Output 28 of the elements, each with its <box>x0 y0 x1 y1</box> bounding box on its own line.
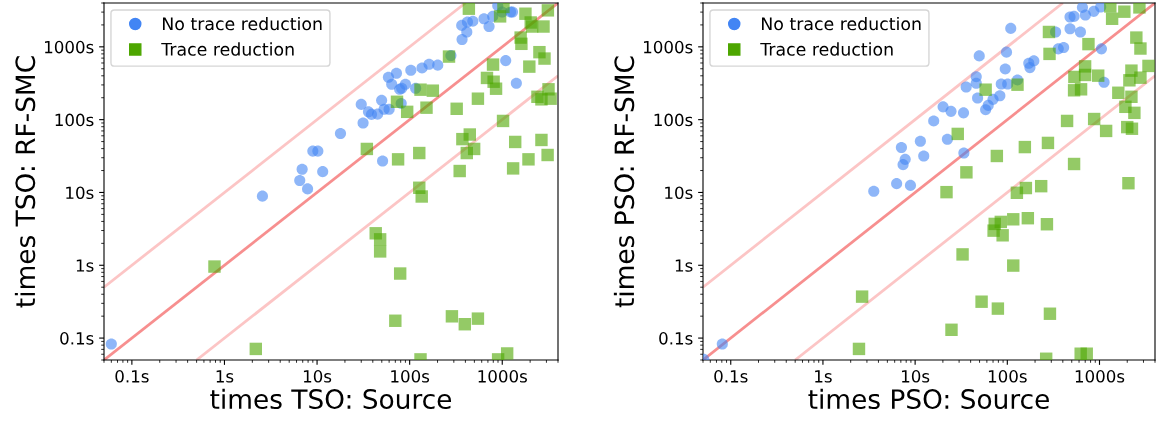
y-tick-label: 0.1s <box>659 332 693 345</box>
x-axis-title: times TSO: Source <box>210 388 452 410</box>
x-tick-label: 100s <box>391 370 430 383</box>
y-tick-label: 10s <box>665 186 693 200</box>
x-tick-label: 1s <box>815 370 832 383</box>
y-tick-label: 1000s <box>644 40 693 54</box>
x-tick-label: 1s <box>216 370 234 383</box>
x-tick-label: 100s <box>988 370 1027 383</box>
y-tick-label: 1s <box>675 259 693 272</box>
x-tick-label: 1000s <box>478 370 527 383</box>
y-tick-label: 100s <box>654 113 693 127</box>
legend-label: No trace reduction <box>762 16 921 31</box>
x-tick-label: 0.1s <box>714 370 748 383</box>
y-axis-title: times PSO: RF-SMC <box>613 56 635 308</box>
legend-label: Trace reduction <box>760 42 893 56</box>
y-tick-label: 10s <box>66 186 94 200</box>
x-tick-label: 10s <box>902 370 930 383</box>
x-tick-label: 1000s <box>1075 370 1125 383</box>
y-tick-label: 100s <box>55 113 94 127</box>
legend-label: Trace reduction <box>161 42 294 56</box>
y-tick-label: 0.1s <box>60 332 94 345</box>
legend-label: No trace reduction <box>163 16 322 31</box>
x-tick-label: 0.1s <box>115 370 149 383</box>
y-tick-label: 1000s <box>45 40 94 54</box>
y-tick-label: 1s <box>76 259 94 272</box>
y-axis-title: times TSO: RF-SMC <box>14 56 36 308</box>
x-axis-title: times PSO: Source <box>808 388 1049 410</box>
x-tick-label: 10s <box>303 370 332 383</box>
